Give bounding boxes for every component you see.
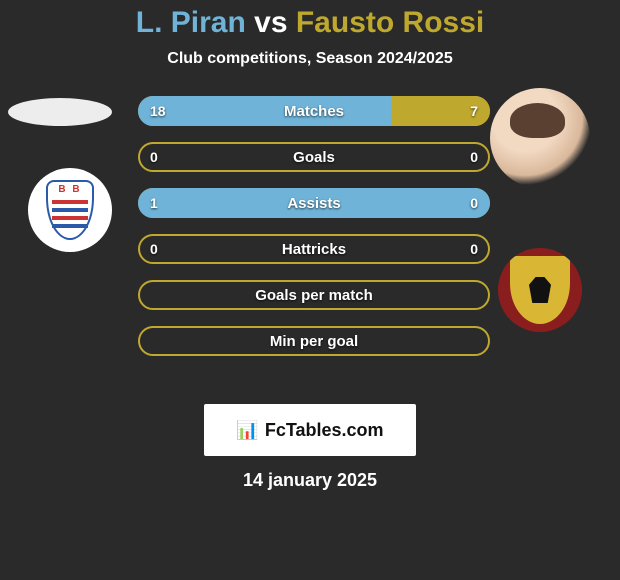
title-left-name: L. Piran: [136, 6, 246, 39]
stat-label: Goals: [138, 142, 490, 172]
stat-label: Hattricks: [138, 234, 490, 264]
stat-label: Matches: [138, 96, 490, 126]
club-right-badge: [498, 248, 582, 332]
brand-chart-icon: 📊: [236, 420, 258, 441]
stat-label: Min per goal: [138, 326, 490, 356]
title-vs: vs: [254, 6, 287, 39]
club-left-badge: [28, 168, 112, 252]
brand-text: FcTables.com: [265, 420, 384, 441]
stat-row: 187Matches: [138, 96, 490, 126]
stat-bars: 187Matches 00Goals 10Assists 00Hattricks Goa…: [138, 96, 490, 372]
comparison-stage: 187Matches 00Goals 10Assists 00Hattricks Goa…: [0, 96, 620, 386]
stat-row: Min per goal: [138, 326, 490, 356]
page-title: L. Piran vs Fausto Rossi: [0, 0, 620, 40]
stat-label: Assists: [138, 188, 490, 218]
title-right-name: Fausto Rossi: [296, 6, 484, 39]
stat-row: Goals per match: [138, 280, 490, 310]
stat-row: 00Hattricks: [138, 234, 490, 264]
footer-date: 14 january 2025: [0, 470, 620, 491]
club-right-shield-icon: [510, 256, 570, 324]
brand-badge: 📊 FcTables.com: [204, 404, 416, 456]
stat-row: 00Goals: [138, 142, 490, 172]
subtitle: Club competitions, Season 2024/2025: [0, 50, 620, 68]
club-left-shield-icon: [46, 180, 94, 240]
stat-row: 10Assists: [138, 188, 490, 218]
stat-label: Goals per match: [138, 280, 490, 310]
player-left-avatar: [8, 98, 112, 126]
player-right-avatar: [490, 88, 590, 188]
